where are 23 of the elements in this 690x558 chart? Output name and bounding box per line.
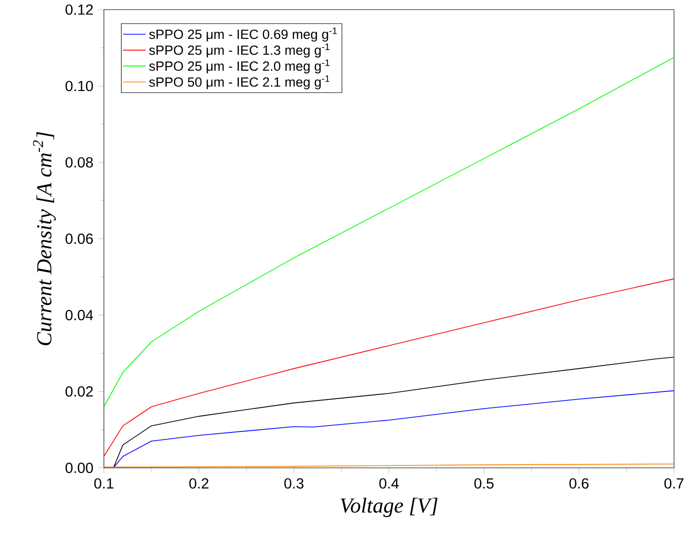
line-series	[104, 56, 674, 407]
x-tick-label: 0.4	[379, 478, 399, 488]
x-tick-label: 0.2	[189, 478, 208, 488]
y-axis-title: Current Density [A cm$^{-2}$]	[33, 132, 56, 346]
y-tick-label: 0.02	[66, 386, 93, 396]
x-tick-label: 0.3	[284, 478, 304, 488]
y-tick-label: 0.12	[66, 4, 93, 15]
x-tick-label: 0.1	[94, 478, 114, 488]
legend-label: sPPO 25 μm - IEC 0.69 meg g$^{-1}$	[149, 27, 337, 42]
y-tick-label: 0.04	[66, 310, 94, 320]
y-tick-label: 0.10	[66, 80, 93, 91]
legend-label: sPPO 25 μm - IEC 1.3 meg g$^{-1}$	[149, 43, 330, 58]
x-tick-label: 0.7	[664, 478, 684, 488]
x-axis-title: Voltage [V]	[340, 498, 438, 517]
x-tick-label: 0.6	[569, 478, 589, 488]
legend-label: sPPO 25 μm - IEC 2.0 meg g$^{-1}$	[149, 59, 330, 74]
x-tick-label: 0.5	[474, 478, 494, 488]
y-tick-label: 0.06	[66, 233, 93, 244]
y-tick-label: 0.00	[66, 462, 93, 473]
legend-label: sPPO 50 μm - IEC 2.1 meg g$^{-1}$	[149, 75, 330, 90]
line-series	[113, 390, 674, 468]
line-series	[104, 278, 674, 457]
y-tick-label: 0.08	[66, 156, 93, 168]
